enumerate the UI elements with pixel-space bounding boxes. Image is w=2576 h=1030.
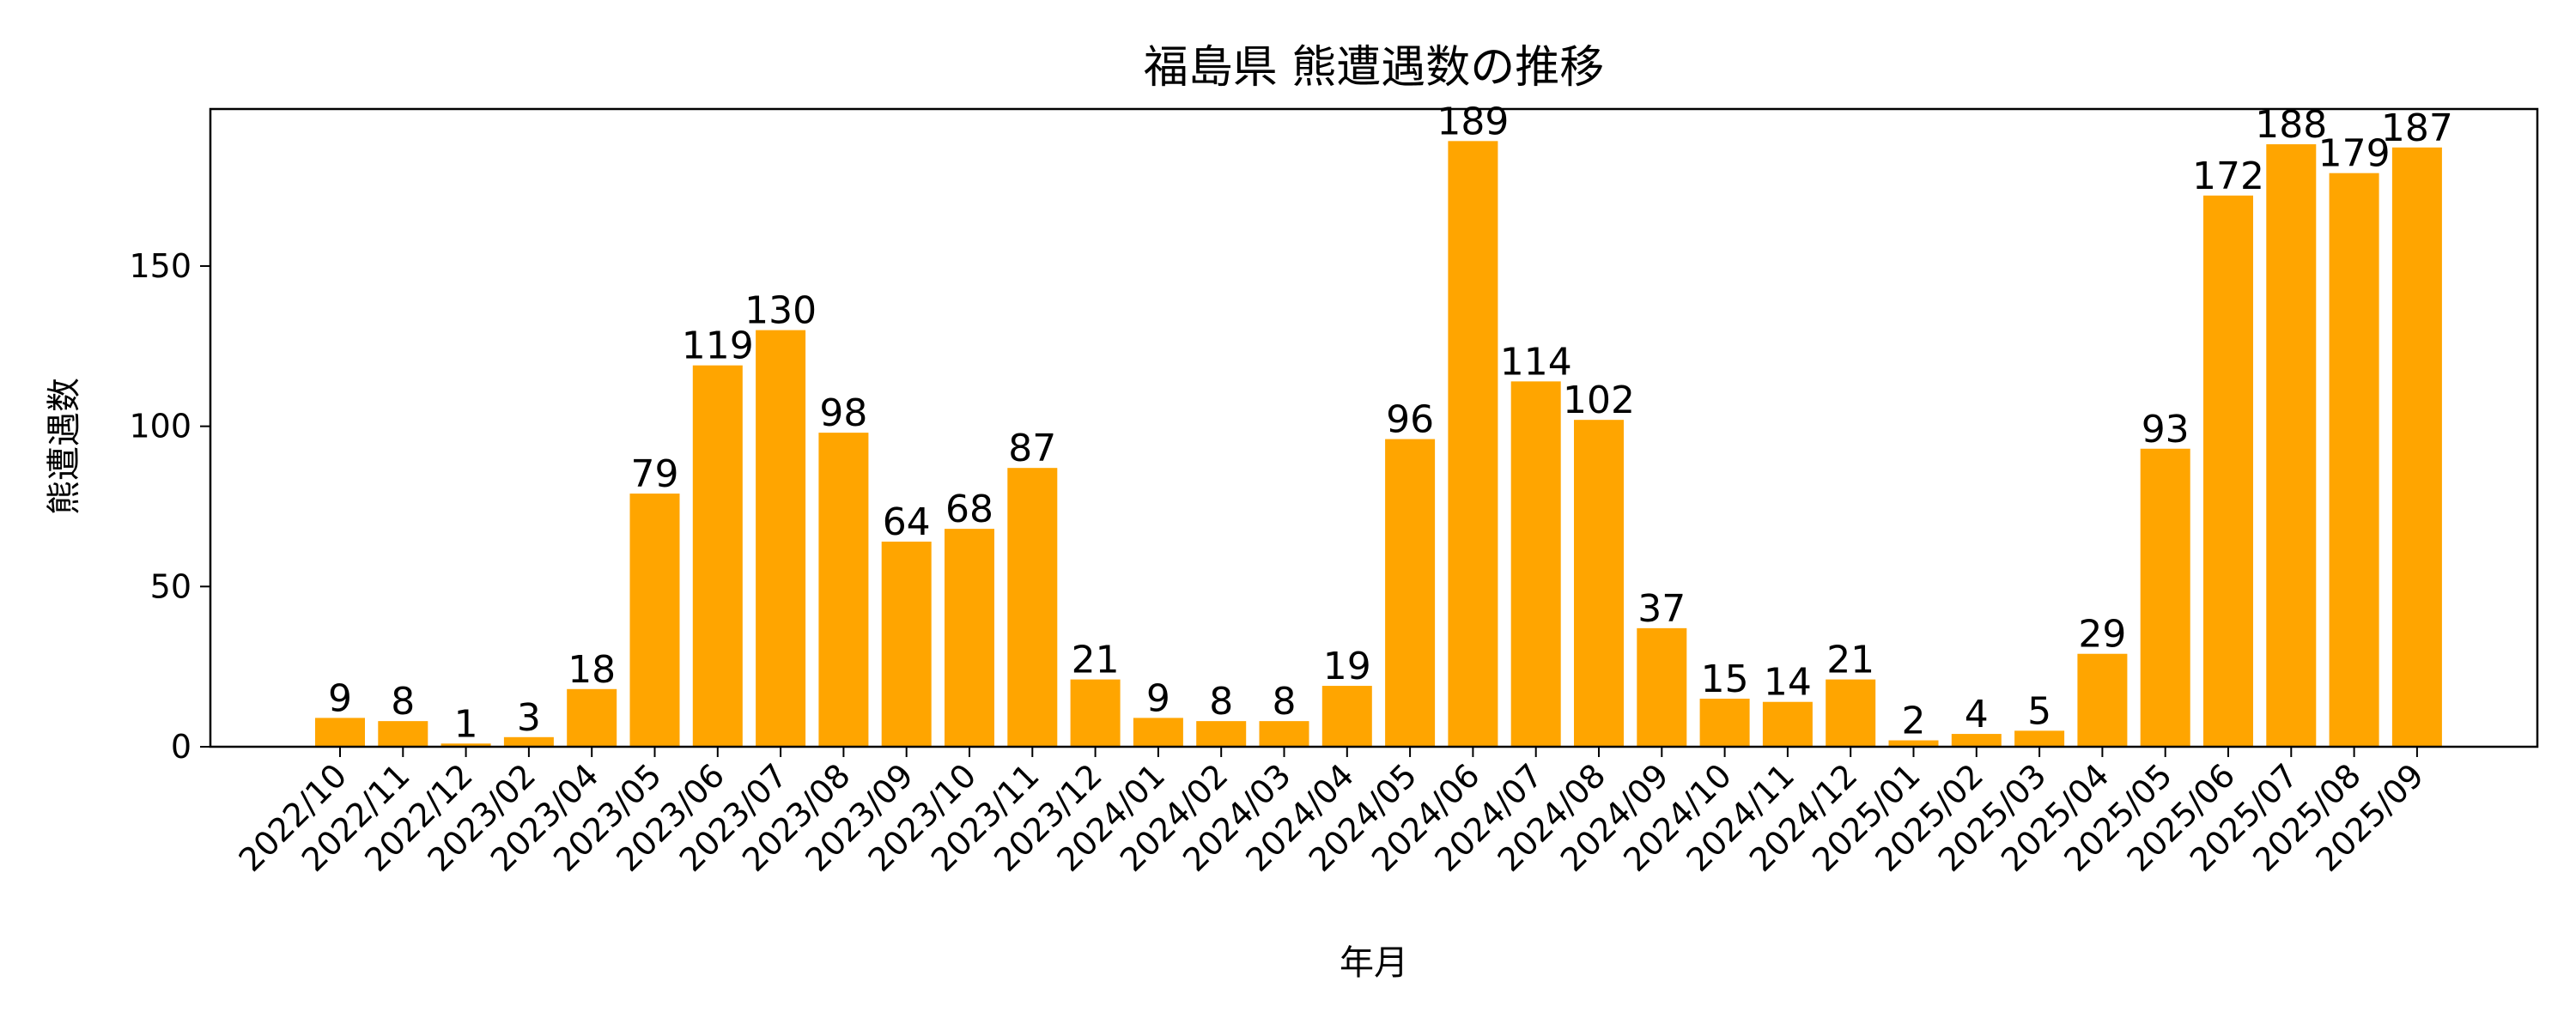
bars-layer <box>315 141 2442 748</box>
bar-2023-04 <box>567 688 617 747</box>
bar-2024-10 <box>1699 698 1750 747</box>
bar-2024-12 <box>1826 679 1876 747</box>
data-label-2022-12: 1 <box>454 702 478 746</box>
y-tick-label: 100 <box>129 408 191 445</box>
bar-2025-08 <box>2329 173 2379 748</box>
y-tick-label: 150 <box>129 247 191 285</box>
bar-2025-03 <box>2014 730 2065 747</box>
bar-2022-12 <box>440 743 491 747</box>
bar-2024-03 <box>1259 721 1309 747</box>
data-label-2023-05: 79 <box>631 452 679 496</box>
bar-2025-05 <box>2140 448 2190 747</box>
data-label-2025-03: 5 <box>2027 689 2051 733</box>
data-label-2025-09: 187 <box>2381 106 2453 150</box>
data-label-2024-03: 8 <box>1273 680 1297 724</box>
data-label-2023-12: 21 <box>1072 639 1120 682</box>
chart-title: 福島県 熊遭遇数の推移 <box>1144 42 1605 94</box>
data-label-2025-01: 2 <box>1902 700 1926 743</box>
data-label-2025-08: 179 <box>2318 132 2391 176</box>
bar-2024-06 <box>1448 141 1498 748</box>
y-tick-label: 50 <box>150 567 191 605</box>
bar-2025-06 <box>2203 195 2253 747</box>
data-label-2022-11: 8 <box>391 680 415 724</box>
data-label-2025-02: 4 <box>1965 693 1989 736</box>
data-label-2025-07: 188 <box>2255 103 2327 147</box>
data-label-2025-04: 29 <box>2078 613 2126 657</box>
data-label-2023-02: 3 <box>517 696 541 740</box>
data-label-2024-01: 9 <box>1146 676 1170 720</box>
data-label-2023-04: 18 <box>568 648 616 692</box>
bar-2023-05 <box>629 494 680 747</box>
bar-2025-02 <box>1951 734 2002 747</box>
data-label-2024-08: 102 <box>1563 379 1635 422</box>
bar-2022-11 <box>378 721 428 747</box>
data-label-2024-12: 21 <box>1826 639 1874 682</box>
bar-2023-06 <box>692 365 743 747</box>
data-label-2023-07: 130 <box>744 289 817 333</box>
bar-2025-07 <box>2266 144 2317 747</box>
data-label-2025-06: 172 <box>2192 154 2264 198</box>
data-label-2024-07: 114 <box>1500 340 1572 384</box>
data-label-2024-10: 15 <box>1701 657 1749 701</box>
data-label-2024-02: 8 <box>1209 680 1233 724</box>
bar-2023-09 <box>881 542 932 747</box>
data-label-2024-06: 189 <box>1437 100 1509 143</box>
bar-2023-07 <box>756 330 806 747</box>
bar-2022-10 <box>315 718 365 747</box>
axes-layer: 2022/102022/112022/122023/022023/042023/… <box>129 107 2539 879</box>
bar-2025-01 <box>1888 740 1939 747</box>
bar-2023-12 <box>1070 679 1121 747</box>
data-label-2023-08: 98 <box>819 391 867 435</box>
bar-2024-04 <box>1321 686 1372 747</box>
bar-2024-01 <box>1133 718 1183 747</box>
y-axis-title: 熊遭遇数 <box>45 378 84 515</box>
data-label-2023-09: 64 <box>883 500 931 544</box>
bar-2023-08 <box>818 433 869 747</box>
bar-2024-09 <box>1637 627 1687 747</box>
bar-2025-04 <box>2077 653 2128 747</box>
data-label-2023-11: 87 <box>1008 427 1056 470</box>
bar-2024-08 <box>1574 420 1624 747</box>
y-tick-label: 0 <box>171 728 191 766</box>
bar-2024-02 <box>1196 721 1247 747</box>
data-label-2024-09: 37 <box>1637 587 1686 631</box>
plot-frame <box>209 107 2539 748</box>
bar-2025-09 <box>2391 147 2442 747</box>
bar-2023-02 <box>503 736 554 747</box>
bar-2023-11 <box>1007 468 1058 747</box>
bar-2024-11 <box>1762 701 1813 747</box>
data-label-2025-05: 93 <box>2142 408 2190 451</box>
data-label-2024-05: 96 <box>1386 398 1434 442</box>
data-label-2023-06: 119 <box>682 324 754 368</box>
bar-2024-05 <box>1385 439 1436 747</box>
data-label-2023-10: 68 <box>945 488 993 531</box>
x-axis-title: 年月 <box>1340 943 1408 983</box>
data-label-2024-04: 19 <box>1323 645 1371 688</box>
data-label-2024-11: 14 <box>1764 661 1812 705</box>
bar-2024-07 <box>1510 381 1561 747</box>
bar-2023-10 <box>945 529 994 747</box>
data-label-2022-10: 9 <box>328 676 352 720</box>
